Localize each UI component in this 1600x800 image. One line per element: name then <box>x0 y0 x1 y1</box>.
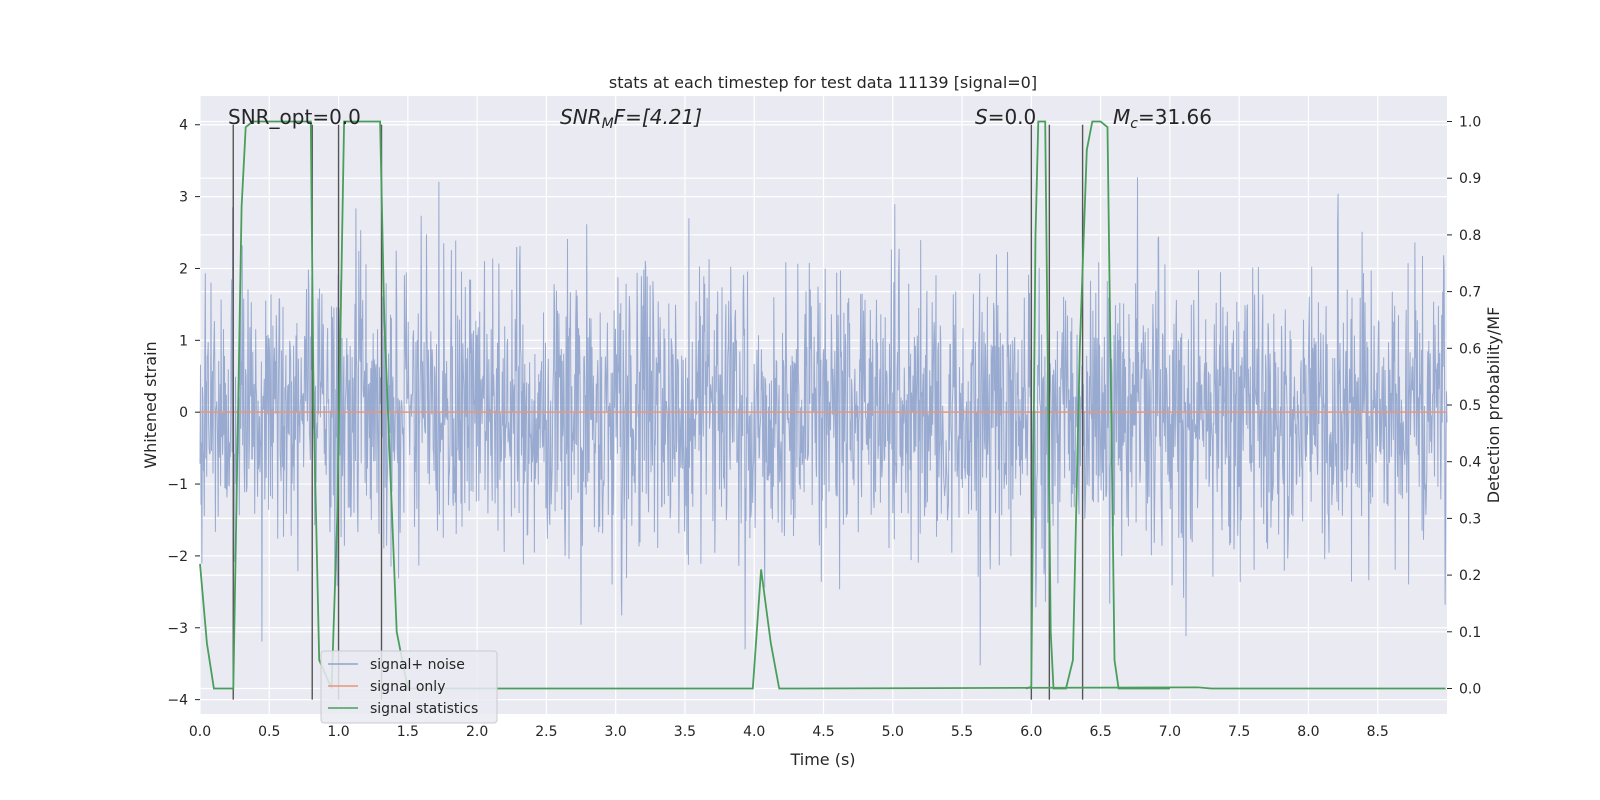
y-right-tick-label-0: 1.0 <box>1459 115 1481 131</box>
x-tick-label-13: 6.5 <box>1089 724 1111 740</box>
annotation-s-tail: =0.0 <box>988 105 1037 129</box>
annotation-snr-opt: SNR_opt=0.0 <box>228 105 361 129</box>
x-tick-label-1: 0.5 <box>258 724 280 740</box>
y-tick-label-6: −2 <box>167 549 188 565</box>
annotation-mc-tail: =31.66 <box>1138 105 1212 129</box>
y-right-tick-label-9: 0.1 <box>1459 625 1481 641</box>
series-signal-statistics <box>199 120 1446 690</box>
annotation-s: S=0.0 <box>975 105 1036 129</box>
y-axis-label: Whitened strain <box>141 341 160 468</box>
y-tick-label-8: −4 <box>167 693 188 709</box>
x-tick-label-12: 6.0 <box>1020 724 1042 740</box>
y-right-tick-label-8: 0.2 <box>1459 568 1481 584</box>
annotation-mc-main: M <box>1113 105 1130 129</box>
annotation-snr-mf-tail: F=[4.21] <box>614 105 702 129</box>
x-tick-label-10: 5.0 <box>882 724 904 740</box>
x-tick-label-15: 7.5 <box>1228 724 1250 740</box>
x-tick-label-6: 3.0 <box>605 724 627 740</box>
annotation-s-main: S <box>975 105 988 129</box>
statistics-line-1 <box>1025 120 1170 690</box>
annotation-mc: Mc=31.66 <box>1113 105 1212 132</box>
x-tick-label-5: 2.5 <box>535 724 557 740</box>
legend: signal+ noise signal only signal statist… <box>320 650 498 724</box>
x-tick-label-16: 8.0 <box>1297 724 1319 740</box>
chart-title: stats at each timestep for test data 111… <box>609 73 1037 92</box>
x-tick-label-2: 1.0 <box>327 724 349 740</box>
statistics-line-0 <box>199 120 1446 690</box>
x-tick-label-9: 4.5 <box>812 724 834 740</box>
y-tick-label-2: 2 <box>179 261 188 277</box>
x-tick-label-17: 8.5 <box>1367 724 1389 740</box>
y-right-tick-label-1: 0.9 <box>1459 171 1481 187</box>
x-tick-label-14: 7.0 <box>1159 724 1181 740</box>
series-signal-plus-noise <box>199 177 1448 666</box>
y-right-tick-label-10: 0.0 <box>1459 681 1481 697</box>
x-tick-label-4: 2.0 <box>466 724 488 740</box>
y-tick-label-3: 1 <box>179 333 188 349</box>
legend-label-signal-statistics: signal statistics <box>370 701 478 717</box>
y-axis-right-ticks: 1.0 0.9 0.8 0.7 0.6 0.5 0.4 0.3 0.2 0.1 0.0 <box>1447 115 1481 697</box>
legend-label-signal-plus-noise: signal+ noise <box>370 657 465 673</box>
y-tick-label-4: 0 <box>179 405 188 421</box>
x-tick-label-11: 5.5 <box>951 724 973 740</box>
annotation-snr-mf: SNRMF=[4.21] <box>560 105 702 132</box>
x-axis-label: Time (s) <box>789 750 855 769</box>
x-tick-label-3: 1.5 <box>397 724 419 740</box>
y-right-tick-label-3: 0.7 <box>1459 285 1481 301</box>
x-tick-label-7: 3.5 <box>674 724 696 740</box>
y-right-tick-label-7: 0.3 <box>1459 511 1481 527</box>
y-axis-ticks: 4 3 2 1 0 −1 −2 −3 −4 <box>167 118 200 709</box>
y-tick-label-5: −1 <box>167 477 188 493</box>
y-tick-label-1: 3 <box>179 190 188 206</box>
y-right-tick-label-4: 0.6 <box>1459 341 1481 357</box>
legend-box <box>320 650 498 724</box>
y-tick-label-7: −3 <box>167 621 188 637</box>
annotation-mc-sub: c <box>1130 116 1138 132</box>
y-right-tick-label-6: 0.4 <box>1459 455 1481 471</box>
legend-label-signal-only: signal only <box>370 679 445 695</box>
x-axis-ticks: 0.0 0.5 1.0 1.5 2.0 2.5 3.0 3.5 4.0 4.5 5.0 5.5 6.0 6… <box>189 724 1389 740</box>
y-tick-label-0: 4 <box>179 118 188 134</box>
y-axis-right-label: Detection probability/MF <box>1484 307 1503 504</box>
annotation-snr-mf-sub: M <box>602 116 614 132</box>
x-tick-label-8: 4.0 <box>743 724 765 740</box>
y-right-tick-label-2: 0.8 <box>1459 228 1481 244</box>
noise-trace <box>199 177 1448 666</box>
annotation-snr-mf-main: SNR <box>560 105 602 129</box>
y-right-tick-label-5: 0.5 <box>1459 398 1481 414</box>
x-tick-label-0: 0.0 <box>189 724 211 740</box>
